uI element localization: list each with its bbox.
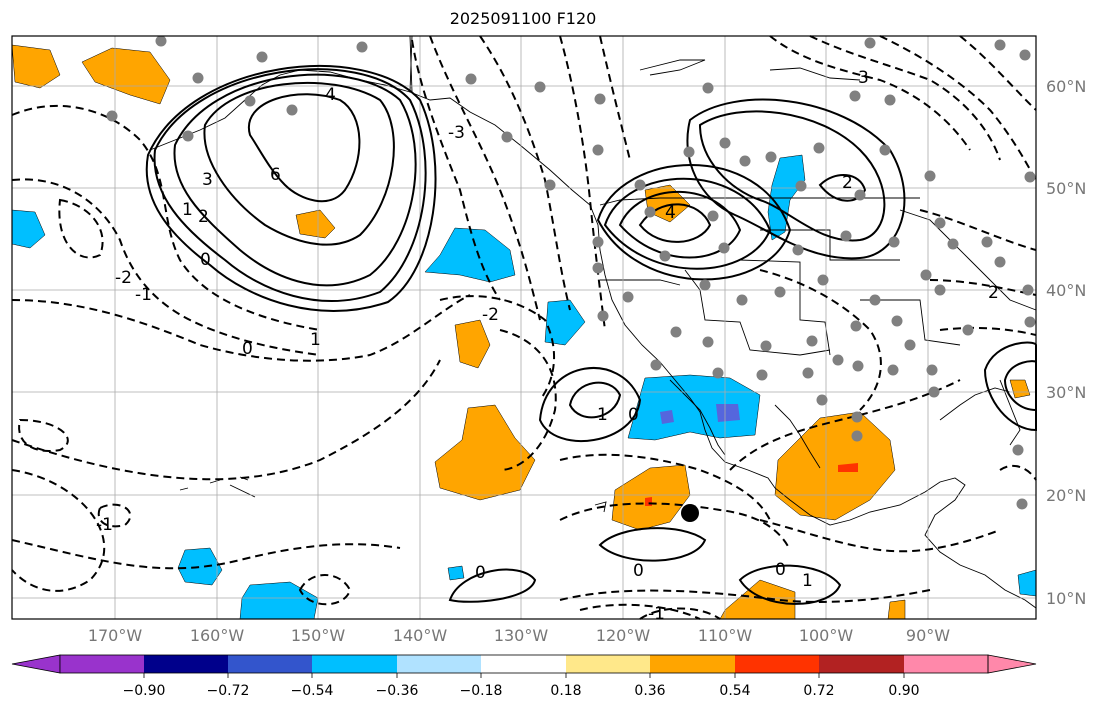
contour-labels: 6 4 3 2 1 0 -1 -2 -3 2 4 1 0 0 1 0 1 0 -… — [96, 68, 999, 624]
purple-spot — [660, 410, 674, 424]
contour-label: 3 — [202, 170, 213, 190]
lon-label-90w: 90°W — [905, 626, 951, 645]
contour-label: 1 — [310, 330, 321, 350]
orange-region — [11, 44, 61, 89]
station-markers — [106, 35, 1036, 510]
contour-label: -3 — [448, 123, 465, 143]
colorbar-tick-label: 0.90 — [888, 683, 920, 699]
colorbar-tick-label: 0.72 — [803, 683, 835, 699]
orange-region — [774, 411, 896, 521]
lat-label-40n: 40°N — [1046, 281, 1087, 300]
contour-label: 6 — [270, 165, 281, 185]
contour-label: 2 — [988, 283, 999, 303]
contour-label: 1 — [597, 405, 608, 425]
contour-label: 4 — [665, 203, 676, 223]
red-spot — [838, 463, 858, 472]
solid-contours — [145, 65, 1037, 605]
colorbar-tick-label: −0.72 — [206, 683, 250, 699]
colorbar-tick-label: −0.90 — [122, 683, 166, 699]
lat-label-30n: 30°N — [1046, 383, 1087, 402]
contour-label: 4 — [325, 85, 336, 105]
colorbar-tick-label: −0.18 — [459, 683, 503, 699]
lon-label-110w: 110°W — [697, 626, 753, 645]
contour-label: 2 — [198, 207, 209, 227]
contour-label: 0 — [242, 339, 253, 359]
contour-label: -2 — [115, 268, 132, 288]
lat-label-60n: 60°N — [1046, 77, 1087, 96]
contour-label: 1 — [182, 200, 193, 220]
lon-label-140w: 140°W — [392, 626, 448, 645]
colorbar — [11, 654, 1037, 678]
orange-region — [295, 209, 336, 239]
colorbar-low-extend — [11, 654, 61, 674]
colorbar-tick-label: 0.36 — [634, 683, 666, 699]
contour-label: 0 — [200, 250, 211, 270]
colorbar-tick-label: 0.54 — [719, 683, 751, 699]
lon-label-150w: 150°W — [290, 626, 346, 645]
cyan-region — [177, 547, 223, 586]
lon-label-100w: 100°W — [798, 626, 854, 645]
contour-label: 2 — [842, 173, 853, 193]
contour-label: 0 — [628, 405, 639, 425]
contour-label: -1 — [648, 604, 665, 624]
orange-region — [719, 579, 796, 620]
orange-region — [81, 47, 171, 105]
contour-label: -1 — [96, 515, 113, 535]
orange-region — [887, 599, 906, 620]
cyan-region — [544, 299, 586, 346]
storm-position-marker — [681, 504, 699, 522]
colorbar-high-extend — [987, 654, 1037, 674]
contour-label: 0 — [633, 561, 644, 581]
lon-label-130w: 130°W — [493, 626, 549, 645]
colorbar-tick-label: 0.18 — [550, 683, 582, 699]
cyan-region — [447, 565, 465, 581]
contour-label: -2 — [482, 305, 499, 325]
lat-label-50n: 50°N — [1046, 179, 1087, 198]
lat-label-20n: 20°N — [1046, 486, 1087, 505]
lon-label-120w: 120°W — [595, 626, 651, 645]
contour-label: 3 — [858, 68, 869, 88]
lon-label-170w: 170°W — [87, 626, 143, 645]
lat-label-10n: 10°N — [1046, 589, 1087, 608]
colorbar-tick-label: −0.54 — [290, 683, 334, 699]
cyan-region — [627, 374, 761, 441]
map-panel: 6 4 3 2 1 0 -1 -2 -3 2 4 1 0 0 1 0 1 0 -… — [11, 35, 1037, 624]
contour-label: 0 — [475, 563, 486, 583]
contour-label: 1 — [802, 571, 813, 591]
contour-label: 0 — [775, 560, 786, 580]
map-title: 2025091100 F120 — [449, 9, 597, 28]
colorbar-tick-label: −0.36 — [375, 683, 419, 699]
purple-spot — [716, 404, 740, 422]
contour-label: -1 — [135, 285, 152, 305]
dashed-contours — [11, 35, 1037, 620]
cyan-region — [767, 154, 806, 241]
orange-region — [454, 319, 491, 369]
red-spot — [645, 497, 652, 506]
shaded-regions — [11, 44, 1037, 620]
lon-label-160w: 160°W — [189, 626, 245, 645]
